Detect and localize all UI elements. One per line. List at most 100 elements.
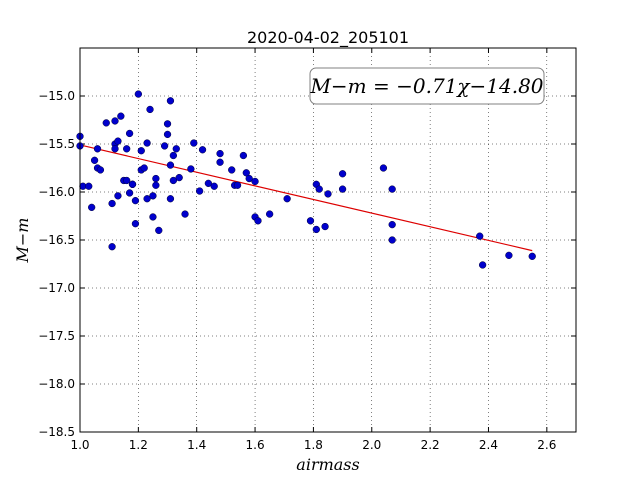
y-tick-label: −16.0 [38,185,75,199]
data-point [338,185,347,193]
data-point [146,105,154,114]
x-tick-label: 2.2 [421,438,440,452]
data-point [149,213,157,221]
data-point [163,120,172,128]
data-point [251,177,259,186]
x-tick-label: 2.4 [479,438,498,452]
x-axis-label: airmass [296,455,359,474]
data-point [117,112,125,120]
data-point [265,210,274,218]
data-point [315,185,323,193]
data-point [187,165,195,173]
data-point [242,169,250,177]
data-point [216,158,224,166]
data-point [388,220,396,229]
annotation-box [309,67,545,105]
y-axis-label: M−m [13,218,32,264]
data-point [190,139,198,147]
data-point [114,137,122,145]
data-point [321,222,329,231]
data-point [476,232,484,240]
x-tick-label: 1.0 [70,438,89,452]
data-point [102,119,110,127]
x-tick-label: 1.4 [187,438,206,452]
data-point [163,130,172,139]
data-point [169,176,178,185]
plot-frame [79,47,577,433]
data-point [90,156,99,164]
data-point [175,173,183,182]
data-point [505,251,513,260]
data-point [181,210,189,218]
data-point [338,170,347,178]
y-tick-label: −15.0 [38,89,75,103]
data-point [166,195,175,203]
data-point [388,236,396,244]
y-tick-label: −17.0 [38,281,75,295]
data-point [312,225,320,234]
data-point [195,187,204,195]
data-point [204,179,213,188]
data-point [96,166,105,174]
chart-title: 2020-04-02_205101 [247,28,409,48]
data-point [155,226,163,235]
fit-line [79,144,533,252]
data-point [143,195,151,203]
data-point [111,117,119,125]
x-tick-label: 1.6 [246,438,265,452]
data-point [137,147,145,155]
data-point [123,145,131,153]
data-point [85,182,93,190]
data-point [125,129,134,138]
fit-annotation: M−m = −0.71χ−14.80 [309,67,545,105]
data-point [169,151,178,160]
data-point [228,166,236,174]
x-tick-label: 2.6 [537,438,556,452]
x-tick-label: 1.2 [129,438,148,452]
data-point [216,149,224,158]
data-point [254,217,262,225]
y-tick-label: −18.5 [38,425,75,439]
data-point [108,243,116,251]
data-point [134,90,143,98]
data-point [388,185,396,193]
data-point [140,164,148,172]
annotation-text: M−m = −0.71χ−14.80 [309,74,543,98]
data-point [88,203,96,212]
data-points [76,90,536,269]
data-point [131,220,140,228]
data-point [149,192,157,200]
y-tick-label: −18.0 [38,377,75,391]
data-point [125,189,134,197]
data-point [283,195,291,203]
data-point [306,217,315,225]
data-point [528,252,536,260]
data-point [239,151,248,160]
data-point [152,174,160,183]
data-point [198,146,207,154]
data-point [160,142,169,150]
data-point [245,174,253,183]
y-tick-label: −15.5 [38,137,75,151]
y-tick-label: −17.5 [38,329,75,343]
data-point [166,97,175,105]
data-point [93,145,102,153]
data-point [114,192,122,200]
data-point [152,181,160,189]
axis-ticks: 1.0 1.2 1.4 1.6 1.8 2.0 2.2 2.4 2.6 −15.0 −15.5 −16… [38,48,576,452]
y-tick-label: −16.5 [38,233,75,247]
data-point [108,199,116,208]
data-point [131,196,140,205]
data-point [379,164,388,172]
data-point [166,161,175,169]
fit-layer [79,144,533,252]
data-point [233,181,242,189]
data-point [143,139,151,147]
data-point [172,145,180,153]
data-point [210,182,218,190]
data-point [128,180,137,188]
data-point [324,190,332,198]
data-point [478,261,487,269]
x-tick-label: 1.8 [304,438,323,452]
